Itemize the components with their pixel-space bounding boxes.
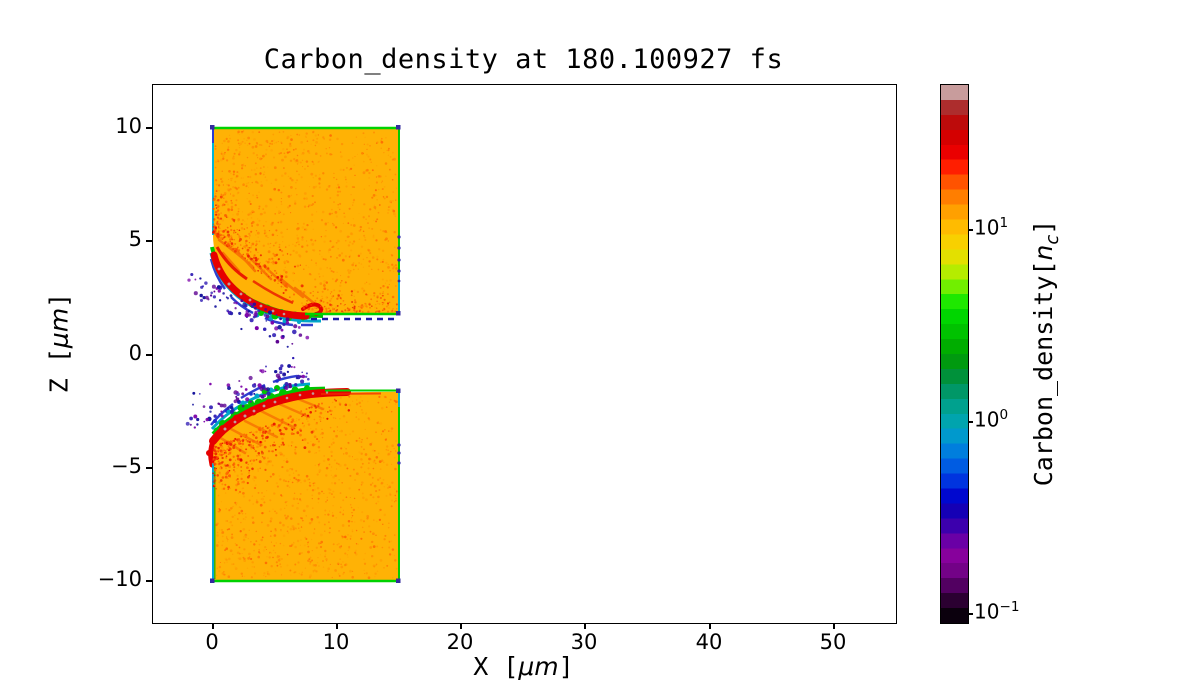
colorbar-tick-mark bbox=[968, 613, 973, 615]
colorbar-tick-label: 101 bbox=[974, 215, 1009, 240]
y-tick-mark bbox=[146, 580, 152, 582]
y-tick-mark bbox=[146, 127, 152, 129]
colorbar-tick-label: 10−1 bbox=[974, 599, 1020, 624]
y-axis-label: Z [μm] bbox=[44, 292, 74, 394]
x-tick-mark bbox=[584, 623, 586, 629]
x-tick-mark bbox=[833, 623, 835, 629]
x-tick-label: 40 bbox=[695, 630, 723, 654]
y-tick-label: 0 bbox=[128, 341, 142, 365]
x-tick-label: 20 bbox=[446, 630, 474, 654]
plot-title: Carbon_density at 180.100927 fs bbox=[263, 44, 784, 75]
lower-slab bbox=[206, 374, 401, 583]
y-tick-label: 5 bbox=[128, 227, 142, 251]
y-tick-mark bbox=[146, 467, 152, 469]
colorbar bbox=[940, 84, 969, 624]
x-tick-mark bbox=[460, 623, 462, 629]
y-tick-label: −10 bbox=[97, 567, 142, 591]
y-tick-mark bbox=[146, 240, 152, 242]
x-tick-mark bbox=[336, 623, 338, 629]
y-tick-label: −5 bbox=[111, 454, 142, 478]
x-tick-label: 30 bbox=[570, 630, 598, 654]
colorbar-label: Carbon_density[nc] bbox=[1029, 219, 1063, 487]
x-tick-mark bbox=[212, 623, 214, 629]
x-tick-mark bbox=[709, 623, 711, 629]
heatmap-canvas bbox=[185, 125, 401, 583]
x-tick-label: 10 bbox=[322, 630, 350, 654]
y-tick-label: 10 bbox=[115, 114, 142, 138]
x-axis-label: X [μm] bbox=[473, 652, 574, 681]
y-tick-mark bbox=[146, 354, 152, 356]
x-tick-label: 0 bbox=[205, 630, 219, 654]
x-tick-label: 50 bbox=[819, 630, 847, 654]
plot-frame bbox=[152, 84, 897, 624]
upper-slab bbox=[209, 125, 401, 327]
colorbar-tick-label: 100 bbox=[974, 407, 1009, 432]
colorbar-tick-mark bbox=[968, 421, 973, 423]
colorbar-tick-mark bbox=[968, 229, 973, 231]
